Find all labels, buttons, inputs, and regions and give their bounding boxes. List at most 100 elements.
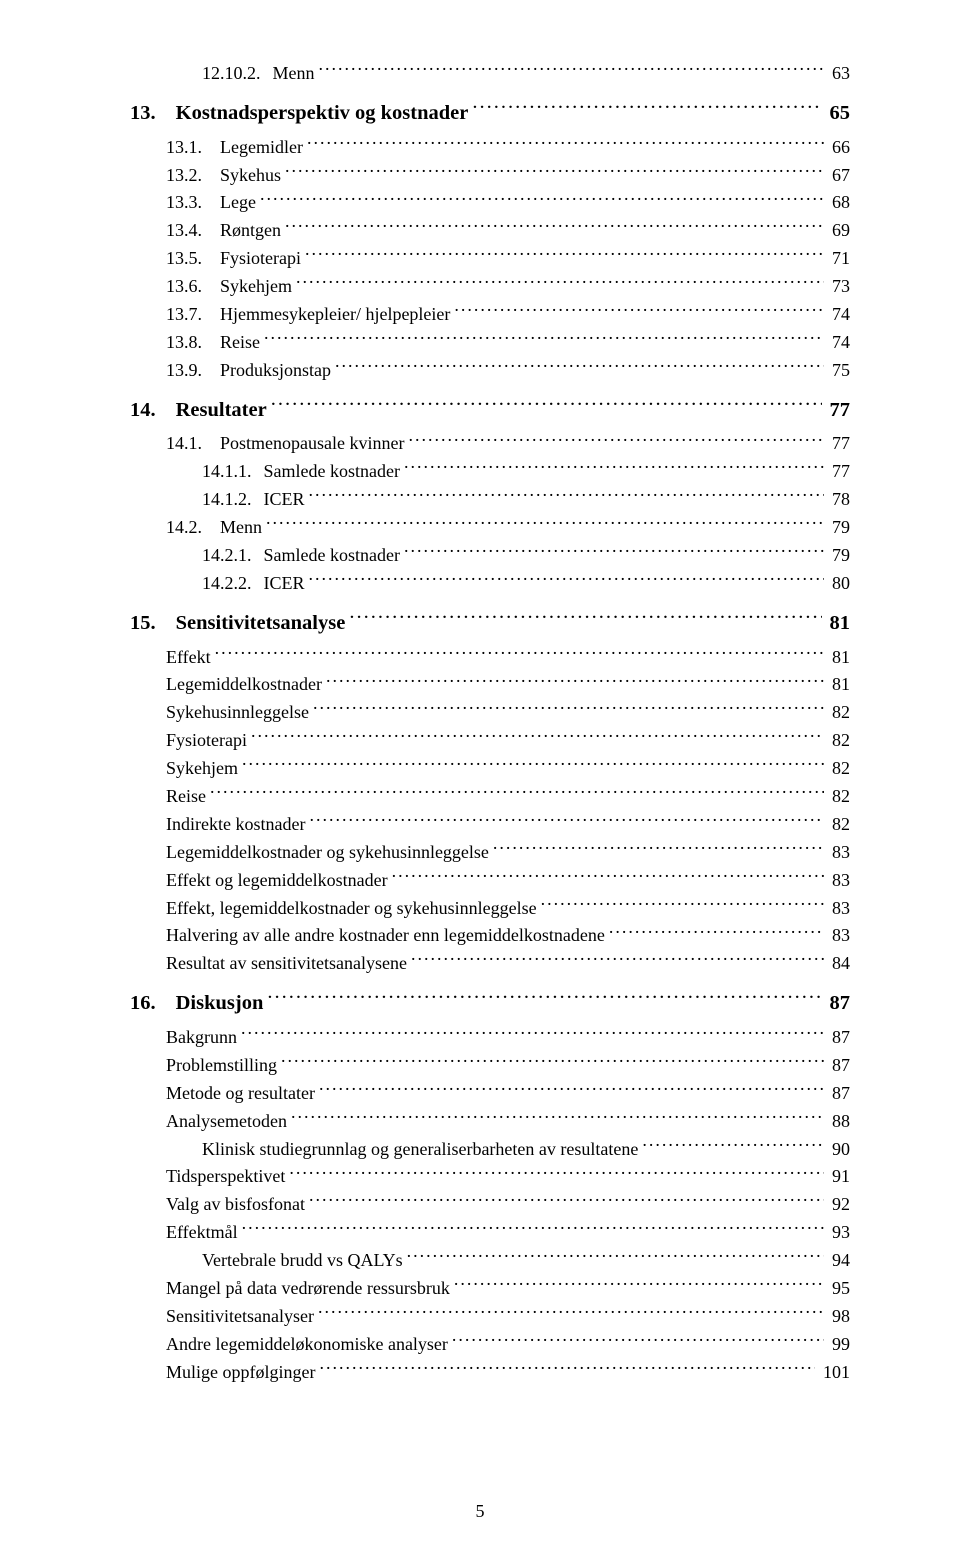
toc-entry: Reise82 bbox=[130, 783, 850, 811]
toc-entry-title: ICER bbox=[264, 486, 305, 514]
toc-leader-dots bbox=[305, 246, 824, 264]
toc-entry-number: 13.1. bbox=[166, 134, 220, 162]
toc-leader-dots bbox=[541, 896, 824, 914]
toc-entry: 13.Kostnadsperspektiv og kostnader65 bbox=[130, 98, 850, 130]
toc-entry: Mangel på data vedrørende ressursbruk95 bbox=[130, 1275, 850, 1303]
toc-leader-dots bbox=[266, 515, 824, 533]
toc-entry-title: Legemiddelkostnader og sykehusinnleggels… bbox=[166, 839, 489, 867]
toc-leader-dots bbox=[251, 728, 824, 746]
toc-entry-title: Valg av bisfosfonat bbox=[166, 1191, 305, 1219]
toc-entry-title: Sykehusinnleggelse bbox=[166, 699, 309, 727]
toc-entry-page: 98 bbox=[828, 1303, 850, 1331]
toc-leader-dots bbox=[210, 784, 824, 802]
toc-entry-number: 14.1. bbox=[166, 430, 220, 458]
toc-entry-title: Mulige oppfølginger bbox=[166, 1359, 315, 1387]
toc-entry-page: 87 bbox=[826, 988, 851, 1020]
toc-entry-title: Produksjonstap bbox=[220, 357, 331, 385]
toc-leader-dots bbox=[319, 61, 825, 79]
toc-entry: 13.6.Sykehjem 73 bbox=[130, 273, 850, 301]
toc-entry: Valg av bisfosfonat 92 bbox=[130, 1191, 850, 1219]
toc-entry: Problemstilling87 bbox=[130, 1052, 850, 1080]
toc-entry-number: 14.1.2. bbox=[202, 486, 264, 514]
toc-leader-dots bbox=[264, 330, 824, 348]
toc-leader-dots bbox=[404, 459, 824, 477]
toc-entry-title: Sykehjem bbox=[166, 755, 238, 783]
toc-entry-page: 81 bbox=[826, 608, 851, 640]
toc-entry-page: 82 bbox=[828, 755, 850, 783]
toc-leader-dots bbox=[267, 989, 821, 1010]
toc-leader-dots bbox=[319, 1360, 815, 1378]
toc-entry-page: 91 bbox=[828, 1163, 850, 1191]
toc-entry-page: 83 bbox=[828, 922, 850, 950]
toc-entry: Andre legemiddeløkonomiske analyser99 bbox=[130, 1331, 850, 1359]
toc-entry-title: Bakgrunn bbox=[166, 1024, 237, 1052]
toc-entry-title: Sensitivitetsanalyse bbox=[176, 608, 346, 640]
toc-leader-dots bbox=[289, 1164, 824, 1182]
toc-entry-page: 77 bbox=[828, 430, 850, 458]
toc-entry-number: 13.6. bbox=[166, 273, 220, 301]
toc-leader-dots bbox=[296, 274, 824, 292]
toc-entry-page: 73 bbox=[828, 273, 850, 301]
toc-leader-dots bbox=[642, 1137, 824, 1155]
toc-leader-dots bbox=[309, 487, 824, 505]
toc-entry: Metode og resultater87 bbox=[130, 1080, 850, 1108]
toc-entry-title: Analysemetoden bbox=[166, 1108, 287, 1136]
toc-leader-dots bbox=[609, 923, 824, 941]
toc-entry: Klinisk studiegrunnlag og generaliserbar… bbox=[130, 1136, 850, 1164]
toc-entry: 16.Diskusjon87 bbox=[130, 988, 850, 1020]
toc-entry-page: 92 bbox=[828, 1191, 850, 1219]
toc-entry: Legemiddelkostnader 81 bbox=[130, 671, 850, 699]
toc-entry: Bakgrunn87 bbox=[130, 1024, 850, 1052]
toc-entry: 14.1.2.ICER78 bbox=[130, 486, 850, 514]
toc-entry-number: 13. bbox=[130, 98, 176, 130]
toc-entry-number: 15. bbox=[130, 608, 176, 640]
toc-entry-title: Menn bbox=[220, 514, 262, 542]
toc-entry-title: Vertebrale brudd vs QALYs bbox=[202, 1247, 403, 1275]
toc-entry-title: Sykehjem bbox=[220, 273, 292, 301]
toc-entry-page: 82 bbox=[828, 699, 850, 727]
toc-entry-title: Reise bbox=[166, 783, 206, 811]
toc-leader-dots bbox=[309, 1192, 824, 1210]
toc-entry-number: 14.2.1. bbox=[202, 542, 264, 570]
toc-leader-dots bbox=[318, 1304, 824, 1322]
toc-leader-dots bbox=[411, 951, 824, 969]
toc-entry-title: Legemidler bbox=[220, 134, 303, 162]
toc-leader-dots bbox=[291, 1109, 824, 1127]
toc-entry-page: 93 bbox=[828, 1219, 850, 1247]
toc-entry: Legemiddelkostnader og sykehusinnleggels… bbox=[130, 839, 850, 867]
toc-entry-title: Indirekte kostnader bbox=[166, 811, 305, 839]
toc-entry-page: 82 bbox=[828, 811, 850, 839]
toc-entry-page: 74 bbox=[828, 301, 850, 329]
page-number: 5 bbox=[0, 1501, 960, 1522]
toc-entry-title: Metode og resultater bbox=[166, 1080, 315, 1108]
toc-entry-page: 94 bbox=[828, 1247, 850, 1275]
toc-entry: Analysemetoden88 bbox=[130, 1108, 850, 1136]
toc-entry: 14.1.Postmenopausale kvinner77 bbox=[130, 430, 850, 458]
toc-entry: Sykehjem 82 bbox=[130, 755, 850, 783]
toc-entry: 14.2.2.ICER80 bbox=[130, 570, 850, 598]
toc-entry-title: Legemiddelkostnader bbox=[166, 671, 322, 699]
toc-entry: Effektmål93 bbox=[130, 1219, 850, 1247]
toc-entry: Mulige oppfølginger101 bbox=[130, 1359, 850, 1387]
toc-entry-title: Kostnadsperspektiv og kostnader bbox=[176, 98, 469, 130]
toc-entry-title: ICER bbox=[264, 570, 305, 598]
toc-entry: 13.8.Reise74 bbox=[130, 329, 850, 357]
toc-entry: 15.Sensitivitetsanalyse 81 bbox=[130, 608, 850, 640]
toc-entry: 14.Resultater77 bbox=[130, 395, 850, 427]
toc-entry-page: 80 bbox=[828, 570, 850, 598]
toc-leader-dots bbox=[215, 645, 824, 663]
toc-leader-dots bbox=[271, 395, 822, 416]
toc-entry-page: 77 bbox=[828, 458, 850, 486]
toc-entry-page: 99 bbox=[828, 1331, 850, 1359]
toc-entry-page: 75 bbox=[828, 357, 850, 385]
toc-entry-number: 14. bbox=[130, 395, 176, 427]
toc-entry-number: 13.4. bbox=[166, 217, 220, 245]
toc-entry: Sensitivitetsanalyser98 bbox=[130, 1303, 850, 1331]
toc-entry-page: 79 bbox=[828, 514, 850, 542]
toc-leader-dots bbox=[326, 672, 824, 690]
toc-entry: 13.3.Lege68 bbox=[130, 189, 850, 217]
toc-leader-dots bbox=[349, 608, 821, 629]
toc-entry-title: Fysioterapi bbox=[220, 245, 301, 273]
toc-entry-page: 81 bbox=[828, 671, 850, 699]
toc-entry: Tidsperspektivet91 bbox=[130, 1163, 850, 1191]
